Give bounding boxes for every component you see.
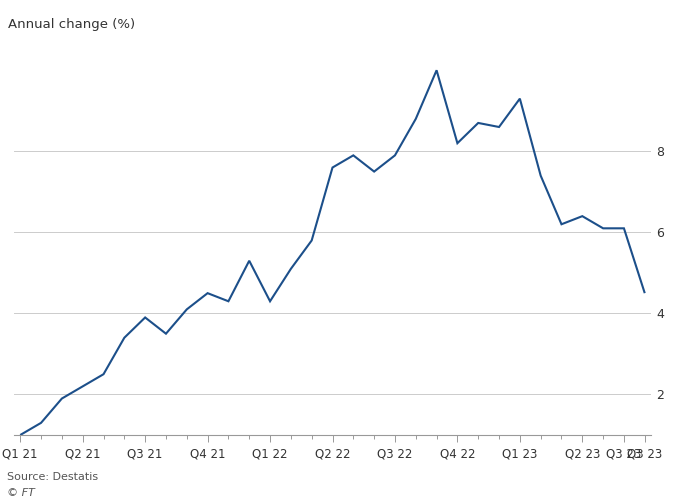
Text: © FT: © FT: [7, 488, 35, 498]
Text: Annual change (%): Annual change (%): [8, 18, 135, 31]
Text: Source: Destatis: Source: Destatis: [7, 472, 98, 482]
